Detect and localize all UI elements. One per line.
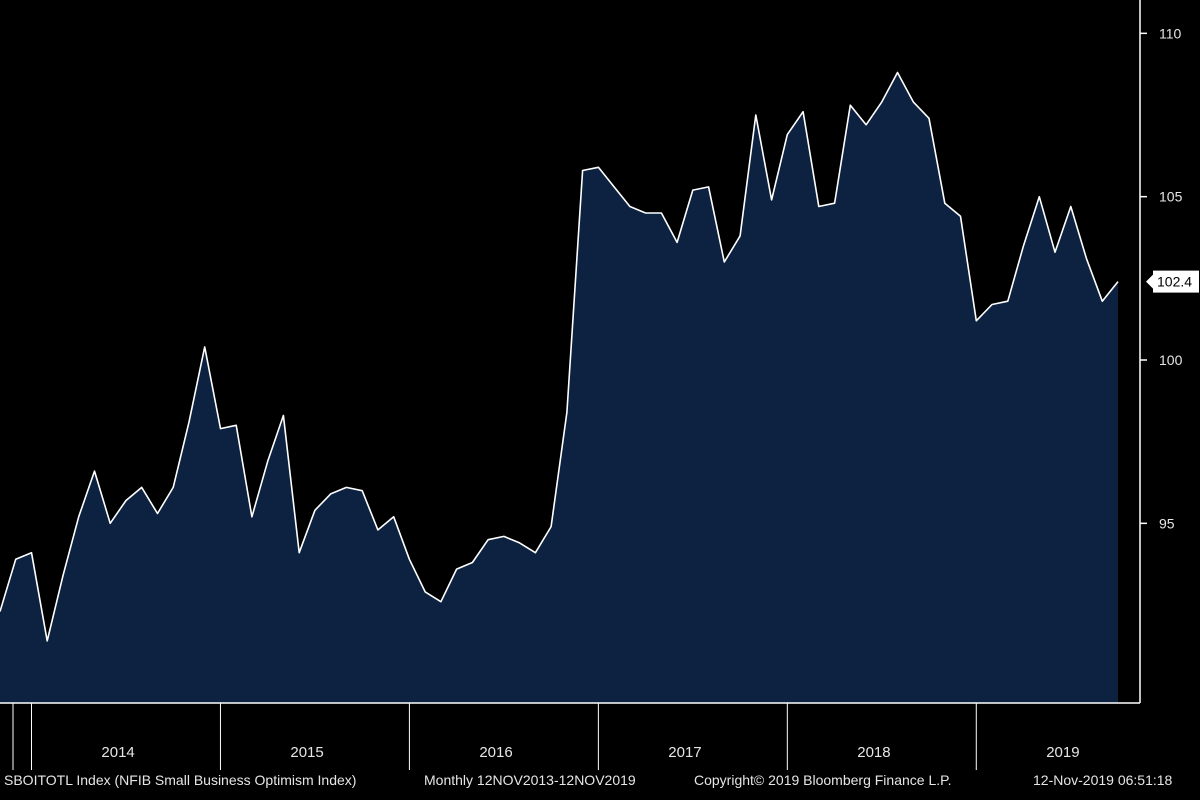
footer-timestamp: 12-Nov-2019 06:51:18 <box>1033 772 1173 788</box>
x-tick-label: 2015 <box>290 744 323 761</box>
footer-period: Monthly 12NOV2013-12NOV2019 <box>424 772 636 788</box>
footer-copyright: Copyright© 2019 Bloomberg Finance L.P. <box>694 772 952 788</box>
x-tick-label: 2014 <box>101 744 134 761</box>
chart: 110 105 100 95 2014 2015 2016 2017 2018 2019 102… <box>0 0 1199 770</box>
x-tick-label: 2016 <box>479 744 512 761</box>
x-tick-label: 2018 <box>857 744 890 761</box>
last-value-pointer <box>1146 273 1154 290</box>
x-tick-label: 2017 <box>668 744 701 761</box>
last-value-marker: 102.4 <box>1146 270 1199 293</box>
x-tick-label: 2019 <box>1046 744 1079 761</box>
footer: SBOITOTL Index (NFIB Small Business Opti… <box>0 770 1200 800</box>
y-tick-label: 105 <box>1159 189 1183 205</box>
y-tick-label: 95 <box>1159 515 1175 531</box>
x-ticks: 2014 2015 2016 2017 2018 2019 <box>12 703 1080 770</box>
y-ticks: 110 105 100 95 <box>1140 25 1183 531</box>
last-value-label: 102.4 <box>1157 274 1192 290</box>
y-tick-label: 100 <box>1159 352 1183 368</box>
footer-index: SBOITOTL Index (NFIB Small Business Opti… <box>4 772 357 788</box>
area-fill <box>0 72 1118 703</box>
last-value-box <box>1153 270 1199 293</box>
series-line <box>0 71 1119 642</box>
y-tick-label: 110 <box>1159 25 1182 41</box>
